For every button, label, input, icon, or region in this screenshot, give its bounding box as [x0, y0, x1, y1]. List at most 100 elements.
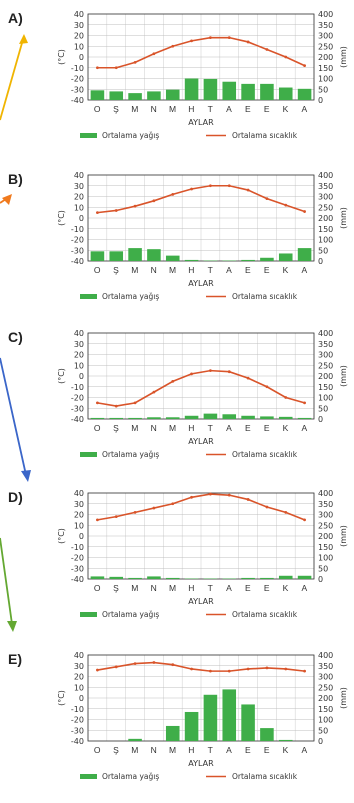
temperature-point — [265, 505, 269, 509]
arrow-green — [0, 537, 13, 625]
y-right-tick-label: 300 — [318, 193, 333, 202]
y-right-tick-label: 0 — [318, 96, 323, 105]
precip-bar — [90, 417, 105, 419]
temperature-point — [171, 44, 175, 48]
month-tick-label: H — [188, 423, 195, 433]
temperature-point — [246, 376, 250, 380]
precip-bar — [297, 248, 312, 261]
plot-frame — [87, 332, 315, 420]
month-tick-label: M — [131, 104, 139, 114]
y-right-tick-label: 150 — [318, 543, 333, 552]
plot-frame — [87, 13, 315, 101]
legend-swatch-precip — [80, 133, 97, 138]
temperature-point — [114, 209, 118, 212]
y-right-tick-label: 250 — [318, 203, 333, 212]
y-left-axis-title: (°C) — [57, 368, 66, 384]
chart-panel-e: E) 403020100-10-20-30-4040035030025020015… — [8, 651, 348, 781]
legend-label-temp: Ortalama sıcaklık — [232, 292, 298, 301]
month-tick-label: Ş — [113, 265, 119, 275]
y-right-tick-label: 150 — [318, 705, 333, 714]
temperature-point — [246, 188, 250, 192]
x-axis-title: AYLAR — [188, 759, 214, 768]
month-tick-label: O — [94, 745, 101, 755]
precip-bar — [241, 415, 255, 419]
month-tick-label: H — [188, 265, 195, 275]
temperature-point — [303, 518, 306, 522]
month-tick-label: M — [169, 423, 177, 433]
temperature-point — [246, 40, 250, 44]
panel-label: B) — [8, 171, 23, 187]
temperature-point — [190, 372, 193, 376]
legend: Ortalama yağış Ortalama sıcaklık — [80, 772, 298, 781]
precip-bar — [165, 577, 180, 579]
temperature-point — [303, 64, 306, 67]
chart-panel-a: A) 403020100-10-20-30-4040035030025020015… — [8, 10, 348, 140]
y-right-tick-label: 200 — [318, 53, 333, 62]
y-left-tick-label: 20 — [74, 351, 84, 360]
month-tick-label: M — [131, 265, 139, 275]
y-right-axis-title: (mm) — [339, 525, 348, 547]
precip-bar — [260, 577, 274, 579]
y-left-tick-label: 0 — [79, 532, 84, 541]
temperature-point — [96, 401, 99, 405]
arrow-green-head — [7, 621, 17, 632]
y-right-tick-label: 350 — [318, 182, 333, 191]
y-right-tick-label: 50 — [318, 85, 328, 94]
precip-bar — [165, 417, 180, 419]
precip-bar — [109, 91, 124, 100]
y-left-tick-label: -30 — [71, 564, 84, 573]
y-left-tick-label: 20 — [74, 673, 84, 682]
temperature-point — [133, 401, 137, 405]
temperature-point — [227, 184, 231, 188]
temperature-point — [265, 48, 269, 51]
temperature-point — [227, 669, 231, 673]
decorative-arrows — [0, 34, 31, 632]
precip-bar — [278, 575, 293, 579]
panel-label: D) — [8, 489, 23, 505]
month-tick-label: A — [226, 104, 232, 114]
temperature-line — [97, 369, 305, 407]
month-tick-label: T — [208, 104, 214, 114]
temperature-point — [171, 379, 175, 383]
precip-bar — [147, 417, 161, 419]
temperature-line — [97, 184, 305, 214]
month-tick-label: O — [94, 104, 101, 114]
y-right-tick-label: 350 — [318, 662, 333, 671]
y-right-tick-label: 250 — [318, 521, 333, 530]
temperature-point — [209, 369, 212, 373]
month-tick-label: A — [226, 745, 232, 755]
panel-label: C) — [8, 329, 23, 345]
y-right-tick-label: 400 — [318, 651, 333, 660]
month-tick-label: N — [151, 423, 158, 433]
y-left-tick-label: 20 — [74, 193, 84, 202]
y-right-tick-label: 400 — [318, 171, 333, 180]
y-left-tick-label: 30 — [74, 21, 84, 30]
temperature-point — [96, 211, 99, 215]
plot-frame — [87, 492, 315, 580]
month-tick-label: N — [151, 745, 158, 755]
y-right-tick-label: 200 — [318, 214, 333, 223]
y-right-tick-label: 0 — [318, 737, 323, 746]
legend: Ortalama yağış Ortalama sıcaklık — [80, 610, 298, 619]
temperature-point — [171, 663, 175, 667]
y-left-tick-label: 40 — [74, 489, 84, 498]
x-axis-title: AYLAR — [188, 597, 214, 606]
month-tick-label: E — [245, 265, 251, 275]
month-tick-label: E — [264, 745, 270, 755]
precip-bar — [278, 739, 293, 741]
y-right-tick-label: 350 — [318, 340, 333, 349]
temperature-point — [227, 370, 231, 374]
precip-bar — [297, 575, 312, 579]
y-right-axis-title: (mm) — [339, 207, 348, 229]
month-tick-label: A — [226, 265, 232, 275]
temperature-line — [97, 661, 305, 672]
temperature-point — [114, 404, 118, 408]
precip-bar — [203, 694, 218, 741]
temperature-point — [96, 66, 99, 70]
y-left-tick-label: 0 — [79, 53, 84, 62]
month-tick-label: T — [208, 583, 214, 593]
y-left-tick-label: -10 — [71, 543, 84, 552]
precip-bar — [184, 78, 199, 100]
y-left-tick-label: -40 — [71, 737, 84, 746]
